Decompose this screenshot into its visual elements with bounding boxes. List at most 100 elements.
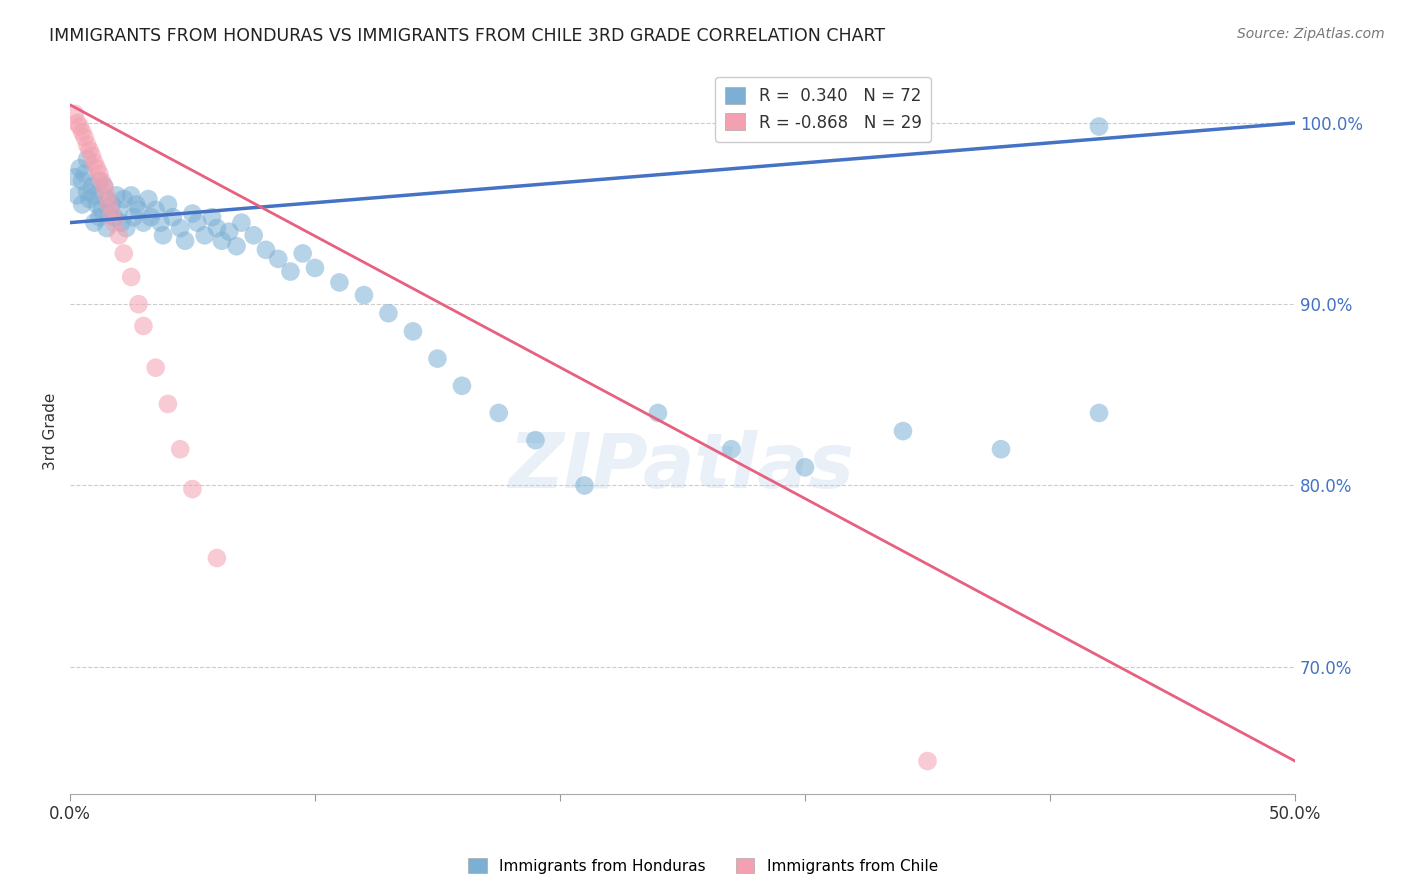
Point xyxy=(1088,406,1111,420)
Point xyxy=(63,170,86,185)
Point xyxy=(267,252,290,266)
Point xyxy=(100,206,122,220)
Point xyxy=(83,216,105,230)
Point xyxy=(86,161,108,176)
Point xyxy=(90,202,112,217)
Point xyxy=(93,179,115,194)
Point xyxy=(70,174,93,188)
Point xyxy=(96,188,118,202)
Point xyxy=(73,167,96,181)
Text: Source: ZipAtlas.com: Source: ZipAtlas.com xyxy=(1237,27,1385,41)
Point xyxy=(96,221,118,235)
Point xyxy=(83,188,105,202)
Point xyxy=(218,225,240,239)
Point xyxy=(100,197,122,211)
Point xyxy=(76,152,98,166)
Point xyxy=(120,270,142,285)
Legend: R =  0.340   N = 72, R = -0.868   N = 29: R = 0.340 N = 72, R = -0.868 N = 29 xyxy=(716,77,931,142)
Point xyxy=(145,202,167,217)
Point xyxy=(211,234,233,248)
Point xyxy=(186,216,208,230)
Point xyxy=(66,188,89,202)
Point xyxy=(128,297,150,311)
Point xyxy=(128,202,150,217)
Point xyxy=(169,442,191,457)
Point xyxy=(110,216,132,230)
Point xyxy=(79,143,101,157)
Text: IMMIGRANTS FROM HONDURAS VS IMMIGRANTS FROM CHILE 3RD GRADE CORRELATION CHART: IMMIGRANTS FROM HONDURAS VS IMMIGRANTS F… xyxy=(49,27,886,45)
Point xyxy=(402,325,425,339)
Point xyxy=(174,234,197,248)
Point xyxy=(488,406,510,420)
Point xyxy=(194,228,217,243)
Point xyxy=(70,125,93,139)
Point xyxy=(89,210,111,224)
Point xyxy=(132,318,155,333)
Point xyxy=(231,216,253,230)
Text: ZIPatlas: ZIPatlas xyxy=(509,430,855,504)
Point xyxy=(353,288,375,302)
Point xyxy=(254,243,277,257)
Point xyxy=(205,221,228,235)
Point xyxy=(103,210,125,224)
Point xyxy=(90,174,112,188)
Point xyxy=(83,156,105,170)
Y-axis label: 3rd Grade: 3rd Grade xyxy=(44,392,58,470)
Point xyxy=(794,460,817,475)
Point xyxy=(181,482,204,496)
Point xyxy=(122,210,145,224)
Point xyxy=(112,246,135,260)
Point xyxy=(76,137,98,152)
Point xyxy=(105,188,128,202)
Point xyxy=(990,442,1012,457)
Point xyxy=(149,216,172,230)
Point xyxy=(98,206,121,220)
Legend: Immigrants from Honduras, Immigrants from Chile: Immigrants from Honduras, Immigrants fro… xyxy=(463,852,943,880)
Point xyxy=(156,197,179,211)
Point xyxy=(328,276,350,290)
Point xyxy=(80,148,103,162)
Point xyxy=(205,551,228,566)
Point xyxy=(152,228,174,243)
Point xyxy=(86,197,108,211)
Point xyxy=(304,260,326,275)
Point xyxy=(145,360,167,375)
Point xyxy=(720,442,742,457)
Point xyxy=(280,264,302,278)
Point xyxy=(451,378,474,392)
Point xyxy=(103,216,125,230)
Point xyxy=(139,210,162,224)
Point xyxy=(181,206,204,220)
Point xyxy=(647,406,669,420)
Point xyxy=(73,130,96,145)
Point xyxy=(69,161,91,176)
Point xyxy=(69,120,91,134)
Point xyxy=(125,197,148,211)
Point xyxy=(132,216,155,230)
Point xyxy=(96,192,118,206)
Point xyxy=(79,192,101,206)
Point xyxy=(66,116,89,130)
Point xyxy=(115,221,138,235)
Point xyxy=(291,246,314,260)
Point xyxy=(108,202,131,217)
Point xyxy=(136,192,159,206)
Point xyxy=(524,433,547,447)
Point xyxy=(891,424,914,438)
Point xyxy=(80,179,103,194)
Point xyxy=(89,174,111,188)
Point xyxy=(377,306,399,320)
Point xyxy=(225,239,247,253)
Point xyxy=(242,228,264,243)
Point xyxy=(426,351,449,366)
Point xyxy=(112,192,135,206)
Point xyxy=(76,185,98,199)
Point xyxy=(70,197,93,211)
Point xyxy=(63,107,86,121)
Point xyxy=(1088,120,1111,134)
Point xyxy=(108,228,131,243)
Point xyxy=(169,221,191,235)
Point xyxy=(917,754,939,768)
Point xyxy=(89,167,111,181)
Point xyxy=(98,197,121,211)
